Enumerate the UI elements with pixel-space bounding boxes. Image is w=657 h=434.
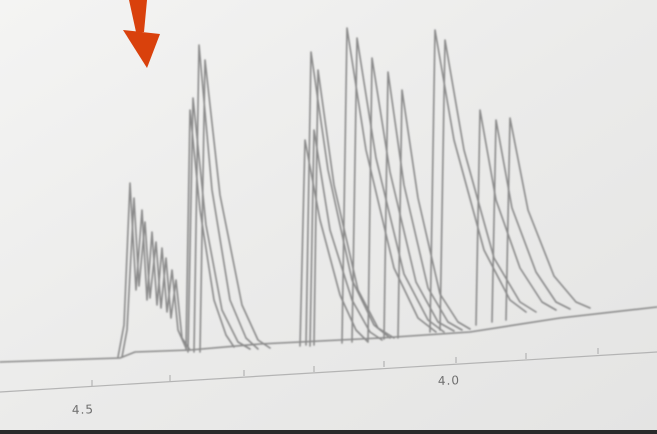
peak-group-4	[429, 29, 591, 333]
down-arrow-icon	[123, 0, 160, 68]
peak-group-1	[185, 44, 271, 353]
chemical-shift-axis	[0, 348, 657, 393]
axis-label-left: 4.5	[72, 402, 95, 417]
spectrum-baseline	[0, 306, 657, 363]
axis-label-right: 4.0	[438, 373, 461, 388]
bottom-border	[0, 430, 657, 434]
multiplet-cluster-left	[117, 182, 191, 358]
peak-group-2	[299, 51, 395, 347]
